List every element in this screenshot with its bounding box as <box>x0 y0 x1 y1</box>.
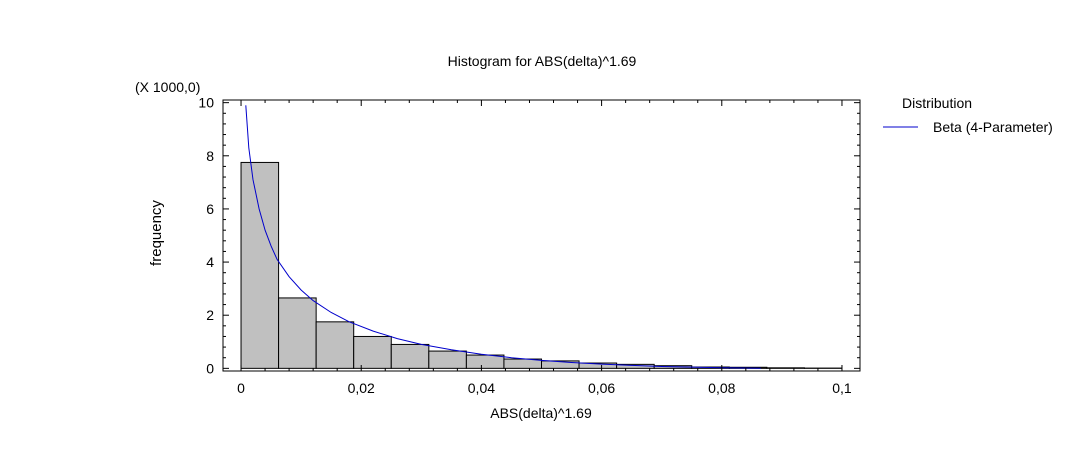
legend: Distribution Beta (4-Parameter) <box>883 95 1053 135</box>
histogram-bars <box>240 161 843 369</box>
histogram-bar-14 <box>766 367 805 369</box>
x-tick-label-0: 0 <box>237 380 245 396</box>
histogram-bar-5 <box>428 350 467 369</box>
y-tick-label-4: 8 <box>206 148 214 164</box>
chart-title: Histogram for ABS(delta)^1.69 <box>448 53 637 69</box>
y-tick-label-2: 4 <box>206 254 214 270</box>
fitted-curve-layer <box>245 105 761 369</box>
x-axis-label: ABS(delta)^1.69 <box>490 405 592 421</box>
x-tick-label-1: 0,02 <box>348 380 375 396</box>
legend-title: Distribution <box>902 95 972 111</box>
x-tick-label-5: 0,1 <box>832 380 852 396</box>
x-tick-label-4: 0,08 <box>708 380 735 396</box>
histogram-bar-4 <box>390 343 430 369</box>
histogram-bar-1 <box>278 297 317 369</box>
histogram-bar-0 <box>240 161 280 369</box>
axes: 0 0,02 0,04 0,06 0,08 0,1 0 2 4 6 8 10 <box>198 95 861 396</box>
x-tick-label-3: 0,06 <box>588 380 615 396</box>
plot-frame <box>222 99 861 372</box>
fitted-curve-line-0 <box>245 105 761 369</box>
y-tick-label-0: 0 <box>206 360 214 376</box>
y-tick-label-1: 2 <box>206 307 214 323</box>
y-tick-label-5: 10 <box>198 95 214 111</box>
histogram-bar-6 <box>465 354 505 369</box>
histogram-bar-7 <box>503 358 543 369</box>
legend-entry-beta: Beta (4-Parameter) <box>933 119 1053 135</box>
histogram-bar-3 <box>353 335 392 369</box>
x-tick-label-2: 0,04 <box>468 380 495 396</box>
y-multiplier-label: (X 1000,0) <box>135 79 200 95</box>
y-tick-label-3: 6 <box>206 201 214 217</box>
y-axis-label: frequency <box>148 200 165 266</box>
histogram-bar-2 <box>315 321 355 369</box>
